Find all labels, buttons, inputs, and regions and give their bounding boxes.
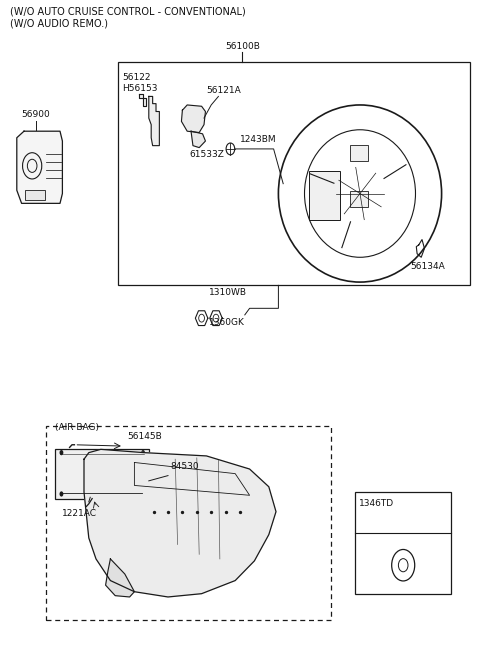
Circle shape [60,491,63,497]
Polygon shape [106,559,134,597]
Text: 56100B: 56100B [225,42,260,51]
Text: (W/O AUDIO REMO.): (W/O AUDIO REMO.) [10,18,108,28]
Text: 56134A: 56134A [410,262,445,272]
Bar [25,190,45,200]
Text: 1310WB: 1310WB [209,287,247,297]
Circle shape [60,450,63,455]
Polygon shape [17,131,62,203]
Text: 56145B: 56145B [127,432,162,441]
Bar [355,492,451,594]
Bar [350,145,368,161]
Polygon shape [149,96,159,146]
Text: 1243BM: 1243BM [240,135,276,144]
Text: (AIR BAG): (AIR BAG) [55,422,99,432]
Bar [310,171,340,220]
Text: 56121A: 56121A [206,86,241,95]
Circle shape [141,450,145,455]
Bar [46,426,331,620]
Polygon shape [191,131,205,148]
Text: 56122: 56122 [122,73,151,82]
Polygon shape [139,94,146,106]
Text: H56153: H56153 [122,84,158,93]
Polygon shape [181,105,205,133]
Text: 1346TD: 1346TD [359,499,394,508]
Bar [84,464,122,478]
Bar [350,191,368,207]
Text: 84530: 84530 [170,462,199,471]
Bar [55,449,149,499]
Text: (W/O AUTO CRUISE CONTROL - CONVENTIONAL): (W/O AUTO CRUISE CONTROL - CONVENTIONAL) [10,7,245,16]
Text: 61533Z: 61533Z [190,150,225,159]
Polygon shape [84,449,276,597]
Text: 56900: 56900 [22,110,50,119]
Circle shape [141,491,145,497]
Text: 1360GK: 1360GK [209,318,245,327]
Text: 1221AC: 1221AC [62,509,97,518]
Bar [118,62,470,285]
